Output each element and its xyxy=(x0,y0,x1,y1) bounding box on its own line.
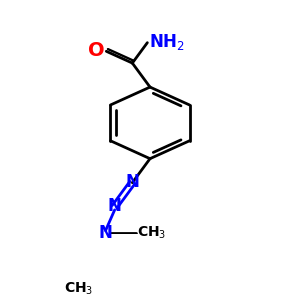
Text: CH$_3$: CH$_3$ xyxy=(137,225,166,242)
Text: N: N xyxy=(108,197,122,215)
Text: O: O xyxy=(88,40,105,60)
Text: N: N xyxy=(125,173,139,191)
Text: CH$_3$: CH$_3$ xyxy=(64,281,93,297)
Text: NH$_2$: NH$_2$ xyxy=(149,32,184,52)
Text: N: N xyxy=(99,224,112,242)
